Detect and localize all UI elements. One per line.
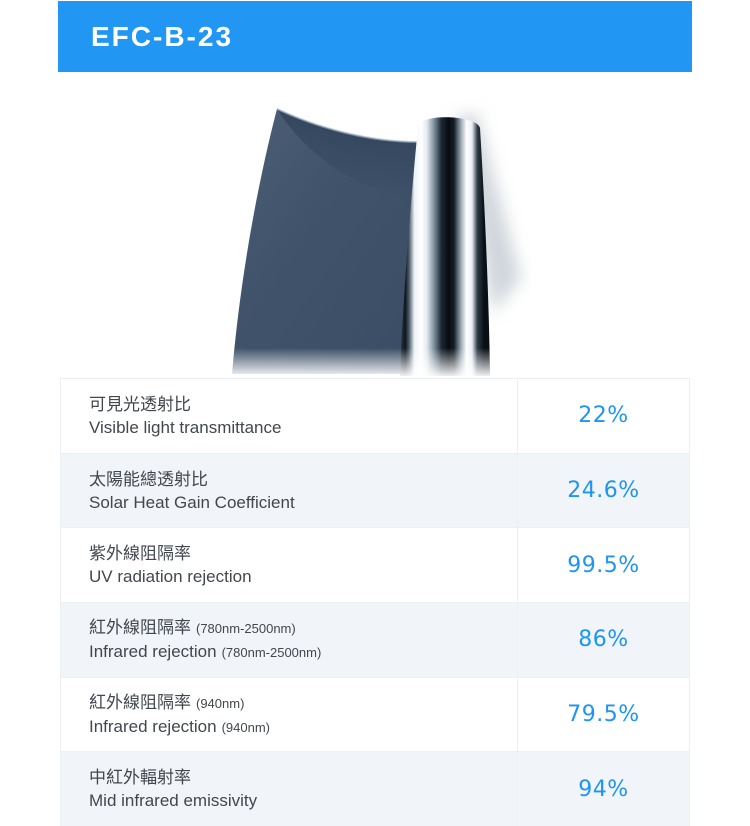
film-sheet-shading — [277, 109, 418, 198]
label-en: Infrared rejection (780nm-2500nm) — [89, 640, 517, 664]
image-bottom-fade — [225, 348, 530, 378]
spec-row-uv-rejection: 紫外線阻隔率 UV radiation rejection 99.5% — [61, 527, 689, 603]
spec-label: 紫外線阻隔率 UV radiation rejection — [61, 528, 517, 602]
label-zh-note: (940nm) — [196, 695, 245, 711]
spec-label: 太陽能總透射比 Solar Heat Gain Coefficient — [61, 454, 517, 528]
spec-label: 紅外線阻隔率 (940nm) Infrared rejection (940nm) — [61, 678, 517, 752]
label-en-text: UV radiation rejection — [89, 567, 252, 587]
label-en: UV radiation rejection — [89, 565, 517, 588]
spec-value-cell: 24.6% — [517, 453, 689, 528]
film-roll-cylinder — [400, 117, 490, 376]
product-model-title: EFC-B-23 — [91, 20, 234, 52]
spec-row-ir-rejection-940: 紅外線阻隔率 (940nm) Infrared rejection (940nm) … — [61, 676, 689, 752]
label-zh-text: 紅外線阻隔率 — [89, 617, 191, 637]
label-en-text: Infrared rejection — [89, 641, 217, 661]
spec-value: 99.5% — [567, 552, 640, 578]
header-bar: EFC-B-23 — [58, 1, 692, 72]
label-zh-text: 紅外線阻隔率 — [89, 692, 191, 712]
label-zh-text: 中紅外輻射率 — [89, 768, 191, 788]
label-zh-text: 太陽能總透射比 — [89, 469, 208, 489]
spec-value: 86% — [578, 627, 629, 653]
film-roll-image — [225, 108, 530, 378]
spec-table: 可見光透射比 Visible light transmittance 22% 太… — [60, 378, 690, 826]
label-en: Visible light transmittance — [89, 416, 517, 439]
label-zh: 太陽能總透射比 — [89, 468, 517, 491]
product-photo — [225, 98, 530, 378]
spec-row-shgc: 太陽能總透射比 Solar Heat Gain Coefficient 24.6… — [61, 452, 689, 528]
label-zh: 紅外線阻隔率 (940nm) — [89, 691, 517, 715]
spec-value: 79.5% — [567, 702, 640, 728]
label-en: Mid infrared emissivity — [89, 789, 517, 812]
spec-label: 可見光透射比 Visible light transmittance — [61, 379, 517, 453]
label-zh: 紅外線阻隔率 (780nm-2500nm) — [89, 616, 517, 640]
label-zh: 可見光透射比 — [89, 393, 517, 416]
label-zh-note: (780nm-2500nm) — [196, 620, 296, 636]
label-en-text: Mid infrared emissivity — [89, 791, 258, 811]
spec-value-cell: 99.5% — [517, 528, 689, 603]
spec-value: 22% — [578, 403, 629, 429]
spec-value-cell: 94% — [517, 752, 689, 826]
label-en-text: Infrared rejection — [89, 716, 217, 736]
spec-row-ir-rejection-broadband: 紅外線阻隔率 (780nm-2500nm) Infrared rejection(… — [61, 602, 689, 677]
label-zh: 中紅外輻射率 — [89, 766, 517, 789]
label-en: Infrared rejection (940nm) — [89, 715, 517, 739]
label-zh-text: 可見光透射比 — [89, 394, 191, 414]
spec-row-visible-light: 可見光透射比 Visible light transmittance 22% — [61, 379, 689, 453]
spec-value-cell: 22% — [517, 379, 689, 453]
label-en-text: Visible light transmittance — [89, 417, 282, 437]
label-zh: 紫外線阻隔率 — [89, 542, 517, 565]
spec-label: 紅外線阻隔率 (780nm-2500nm) Infrared rejection(… — [61, 603, 517, 677]
label-en: Solar Heat Gain Coefficient — [89, 491, 517, 514]
spec-value-cell: 86% — [517, 603, 689, 677]
spec-value: 94% — [578, 776, 629, 802]
spec-value-cell: 79.5% — [517, 677, 689, 752]
label-zh-text: 紫外線阻隔率 — [89, 544, 191, 564]
film-sheet-edge-highlight — [276, 108, 419, 143]
spec-value: 24.6% — [567, 478, 640, 503]
label-en-note: (780nm-2500nm) — [221, 644, 322, 660]
label-en-note: (940nm) — [221, 719, 270, 735]
spec-row-mid-ir-emissivity: 中紅外輻射率 Mid infrared emissivity 94% — [61, 751, 689, 826]
label-en-text: Solar Heat Gain Coefficient — [89, 492, 295, 512]
spec-label: 中紅外輻射率 Mid infrared emissivity — [61, 752, 517, 826]
